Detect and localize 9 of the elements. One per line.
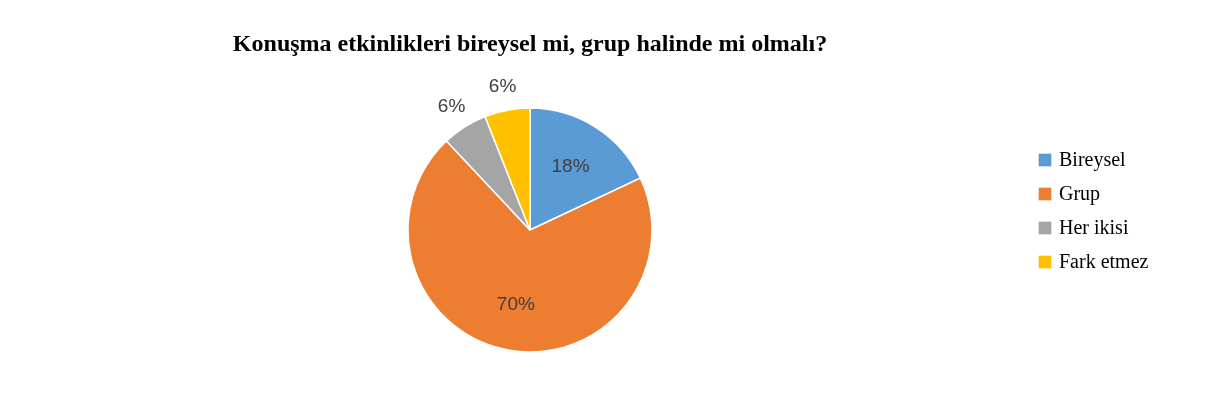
legend-label: Grup bbox=[1059, 182, 1101, 205]
data-label: 6% bbox=[488, 75, 517, 97]
legend-label: Fark etmez bbox=[1059, 250, 1149, 272]
data-label: 70% bbox=[496, 293, 535, 315]
chart-title: Konuşma etkinlikleri bireysel mi, grup halinde mi olmalı? bbox=[232, 30, 828, 56]
legend-label: Her ikisi bbox=[1059, 216, 1129, 238]
legend-label: Bireysel bbox=[1059, 148, 1127, 171]
data-label: 18% bbox=[551, 155, 590, 177]
data-label: 6% bbox=[437, 95, 466, 117]
